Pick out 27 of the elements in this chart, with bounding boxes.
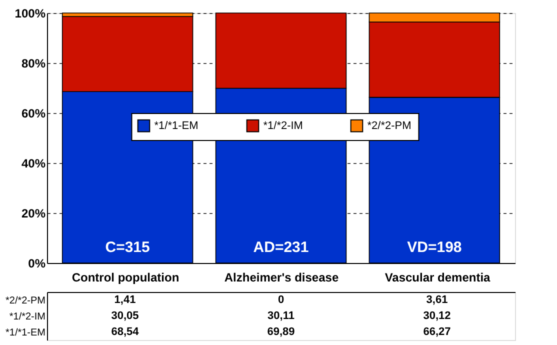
data-label: 66,27 — [423, 326, 451, 338]
data-label: 30,05 — [111, 310, 139, 322]
x-tick-label: Control population — [72, 270, 180, 284]
y-tick-label: 60% — [21, 106, 46, 120]
data-label: 30,12 — [423, 310, 451, 322]
data-label: 69,89 — [267, 326, 295, 338]
annotation: VD=198 — [407, 239, 462, 256]
text: *1/*2-IM — [9, 312, 46, 322]
y-tick-label: 20% — [21, 206, 46, 220]
text: *1/*1-EM — [5, 328, 46, 338]
data-label: 30,11 — [268, 310, 294, 322]
text: *2/*2-PM — [5, 296, 46, 306]
legend-label: *2/*2-PM — [367, 120, 412, 132]
legend-label: *1/*1-EM — [154, 120, 198, 132]
annotation: C=315 — [105, 239, 150, 256]
data-label: 68,54 — [111, 326, 140, 338]
legend-label: *1/*2-IM — [263, 120, 303, 132]
y-tick-label: 0% — [28, 256, 46, 270]
annotation: AD=231 — [253, 239, 309, 256]
x-tick-label: Vascular dementia — [384, 270, 491, 284]
data-label: 0 — [278, 294, 284, 306]
x-tick-label: Alzheimer's disease — [224, 270, 339, 284]
y-tick-label: 40% — [21, 156, 46, 170]
y-tick-label: 100% — [14, 6, 46, 20]
y-tick-label: 80% — [21, 56, 46, 70]
data-label: 1,41 — [114, 294, 136, 306]
data-label: 3,61 — [426, 294, 448, 306]
